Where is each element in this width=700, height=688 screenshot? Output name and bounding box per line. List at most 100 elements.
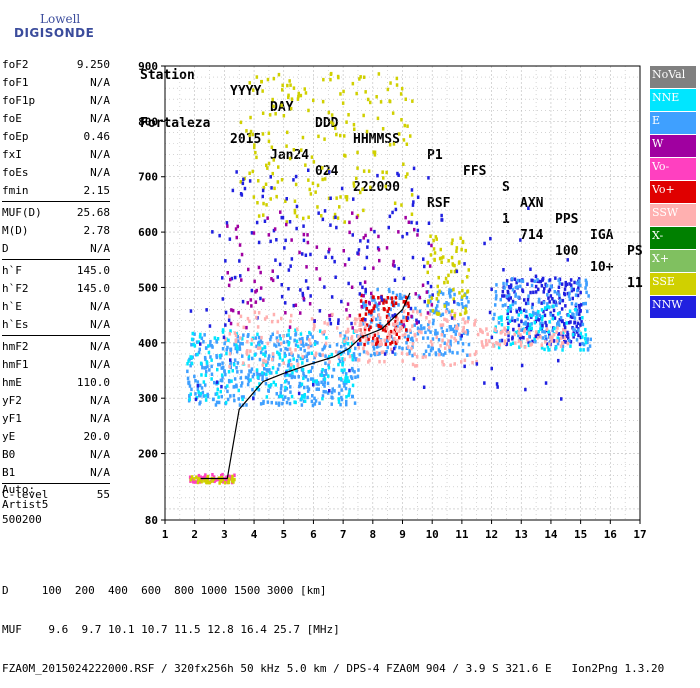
echo-point: [555, 345, 558, 350]
echo-point: [404, 332, 407, 337]
echo-point: [409, 330, 412, 334]
echo-point: [323, 329, 326, 334]
echo-point: [225, 221, 229, 225]
echo-point: [237, 311, 240, 315]
echo-point: [204, 346, 208, 350]
echo-point: [303, 399, 307, 403]
echo-point: [235, 235, 238, 240]
echo-point: [527, 343, 531, 348]
echo-point: [188, 397, 191, 402]
echo-point: [555, 303, 558, 308]
echo-point: [440, 326, 443, 330]
echo-point: [465, 296, 469, 300]
echo-point: [302, 238, 306, 243]
echo-point: [535, 314, 539, 318]
echo-point: [204, 357, 207, 362]
echo-point: [494, 325, 497, 329]
echo-point: [345, 337, 348, 341]
echo-point: [377, 335, 380, 339]
param-value: N/A: [90, 94, 110, 107]
echo-point: [576, 293, 580, 298]
echo-point: [395, 341, 398, 345]
echo-point: [406, 337, 409, 342]
echo-point: [193, 332, 196, 336]
echo-point: [283, 373, 287, 378]
echo-point: [294, 303, 298, 307]
echo-point: [558, 296, 561, 301]
echo-point: [405, 341, 408, 345]
echo-point: [220, 373, 224, 377]
echo-point: [239, 314, 243, 319]
echo-point: [448, 293, 452, 298]
echo-point: [236, 370, 239, 374]
echo-point: [557, 332, 560, 336]
echo-point: [202, 475, 206, 480]
echo-point: [335, 343, 339, 347]
echo-point: [322, 332, 325, 336]
echo-point: [281, 401, 284, 406]
echo-point: [366, 97, 370, 102]
echo-point: [245, 129, 248, 133]
echo-point: [582, 302, 585, 306]
echo-point: [339, 376, 343, 381]
echo-point: [437, 338, 441, 342]
echo-point: [448, 325, 452, 329]
echo-point: [449, 343, 452, 347]
echo-point: [307, 168, 310, 172]
echo-point: [400, 309, 404, 313]
echo-point: [533, 337, 536, 341]
echo-point: [275, 370, 278, 375]
echo-point: [330, 120, 333, 125]
echo-point: [450, 288, 453, 293]
echo-point: [584, 333, 588, 337]
echo-point: [269, 337, 272, 342]
echo-point: [307, 351, 310, 356]
echo-point: [577, 277, 581, 281]
echo-point: [235, 366, 238, 370]
echo-point: [575, 324, 578, 329]
echo-point: [445, 301, 448, 305]
header-label: HHMMSS: [353, 132, 400, 147]
echo-point: [541, 314, 544, 319]
echo-point: [432, 318, 435, 323]
param-name: fmin: [2, 184, 29, 197]
echo-point: [281, 88, 284, 92]
echo-point: [307, 387, 311, 391]
echo-point: [306, 389, 310, 393]
echo-point: [447, 259, 450, 263]
echo-point: [409, 337, 413, 341]
echo-point: [291, 353, 294, 357]
echo-point: [341, 357, 344, 361]
x-tick-label: 3: [221, 528, 228, 541]
echo-point: [348, 349, 352, 353]
echo-point: [385, 326, 389, 331]
echo-point: [271, 366, 275, 370]
echo-point: [321, 166, 324, 170]
echo-point: [370, 295, 373, 300]
echo-point: [197, 473, 201, 478]
echo-point: [226, 384, 229, 388]
echo-point: [507, 293, 511, 297]
echo-point: [314, 351, 318, 355]
echo-point: [284, 238, 287, 243]
param-name: foF2: [2, 58, 29, 71]
echo-point: [473, 321, 476, 326]
echo-point: [519, 279, 523, 283]
echo-point: [384, 184, 387, 189]
echo-point: [281, 83, 284, 88]
echo-point: [306, 286, 310, 290]
x-tick-label: 9: [399, 528, 406, 541]
echo-point: [558, 281, 561, 285]
echo-point: [236, 224, 239, 229]
echo-point: [220, 366, 223, 370]
echo-point: [556, 326, 559, 330]
echo-point: [233, 473, 236, 477]
echo-point: [213, 479, 216, 484]
echo-point: [371, 340, 374, 344]
echo-point: [189, 309, 193, 313]
echo-point: [391, 290, 395, 295]
echo-point: [411, 99, 414, 103]
echo-point: [382, 176, 385, 180]
echo-point: [578, 316, 582, 321]
echo-point: [336, 326, 339, 330]
